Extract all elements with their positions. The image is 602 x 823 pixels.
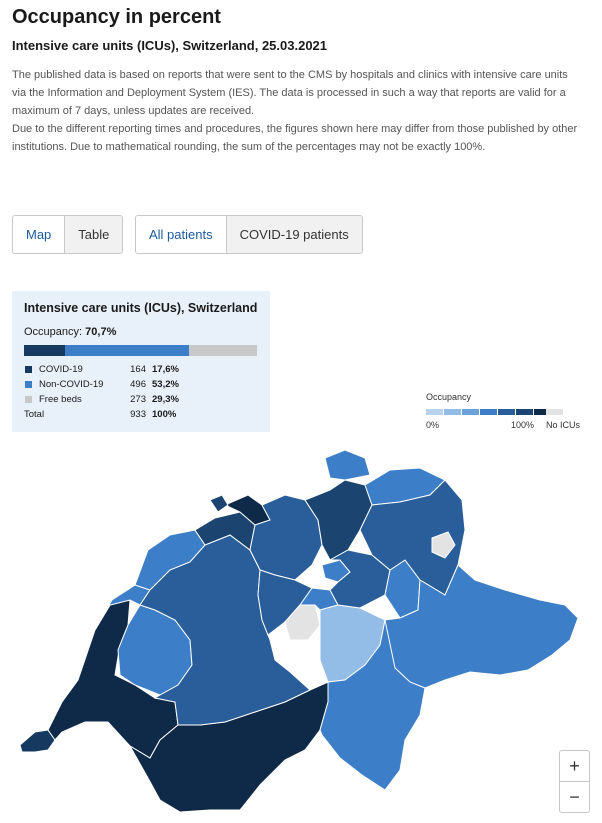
patient-toggle: All patients COVID-19 patients: [135, 215, 363, 254]
canton-schwyz[interactable]: [328, 549, 391, 609]
description: The published data is based on reports t…: [12, 66, 582, 156]
color-scale-step: [426, 409, 443, 415]
zoom-control: + −: [559, 750, 590, 813]
occupancy-label: Occupancy:: [24, 326, 83, 338]
summary-row-swatch: [25, 381, 32, 388]
summary-row-label: Non-COVID-19: [39, 379, 104, 390]
zoom-in-button[interactable]: +: [560, 751, 589, 782]
color-scale-step: [444, 409, 461, 415]
canton-basel-stadt[interactable]: [209, 494, 229, 513]
occupancy-bar-segment: [64, 345, 189, 356]
no-icu-swatch: [546, 409, 563, 415]
zoom-out-button[interactable]: −: [569, 787, 580, 807]
occupancy-value: 70,7%: [85, 326, 117, 338]
color-scale-step: [498, 409, 515, 415]
color-scale-step: [516, 409, 533, 415]
occupancy-bar-segment: [24, 345, 65, 356]
summary-row: Free beds 273 29,3%: [24, 392, 264, 407]
color-scale-step: [480, 409, 497, 415]
page-subtitle: Intensive care units (ICUs), Switzerland…: [12, 38, 328, 53]
page-title: Occupancy in percent: [12, 6, 221, 28]
summary-row-label: COVID-19: [39, 364, 83, 375]
color-scale-title: Occupancy: [426, 392, 472, 402]
color-scale-max: 100%: [511, 420, 535, 430]
summary-row-swatch: [25, 366, 32, 373]
color-scale-step: [462, 409, 479, 415]
summary-row-swatch: [25, 396, 32, 403]
view-toggle: Map Table: [12, 215, 124, 254]
all-patients-button[interactable]: All patients: [136, 216, 226, 253]
summary-row-count: 496: [130, 379, 146, 390]
summary-row: Non-COVID-19 496 53,2%: [24, 377, 264, 392]
switzerland-map: [19, 449, 579, 813]
canton-appenzell[interactable]: [431, 531, 456, 559]
covid-patients-button[interactable]: COVID-19 patients: [225, 216, 362, 253]
table-button[interactable]: Table: [64, 216, 123, 253]
description-paragraph-1: The published data is based on reports t…: [12, 69, 568, 117]
summary-total-percent: 100%: [152, 409, 177, 420]
occupancy-bar-segment: [188, 345, 258, 356]
color-scale-step: [534, 409, 551, 415]
description-paragraph-2: Due to the different reporting times and…: [12, 123, 578, 153]
summary-row-percent: 29,3%: [152, 394, 179, 405]
summary-row-percent: 53,2%: [152, 379, 179, 390]
summary-title: Intensive care units (ICUs), Switzerland: [24, 301, 258, 315]
summary-row-label: Free beds: [39, 394, 82, 405]
summary-total-count: 933: [130, 409, 146, 420]
summary-row-count: 273: [130, 394, 146, 405]
summary-total-label: Total: [24, 409, 45, 420]
summary-legend: COVID-19 164 17,6% Non-COVID-19 496 53,2% Free…: [24, 362, 264, 422]
summary-row-percent: 17,6%: [152, 364, 179, 375]
summary-panel: Intensive care units (ICUs), Switzerland…: [12, 291, 270, 432]
summary-row-count: 164: [130, 364, 146, 375]
occupancy-bar: [24, 345, 258, 356]
summary-total-row: Total 933 100%: [24, 407, 264, 422]
summary-row: COVID-19 164 17,6%: [24, 362, 264, 377]
canton-geneva[interactable]: [19, 729, 56, 753]
map-button[interactable]: Map: [13, 216, 65, 253]
color-scale-min: 0%: [426, 420, 440, 430]
canton-schaffhausen[interactable]: [324, 449, 371, 481]
canton-ticino[interactable]: [319, 619, 426, 791]
no-icu-label: No ICUs: [546, 420, 581, 430]
color-scale-bars: [426, 409, 552, 415]
occupancy-line: Occupancy: 70,7%: [24, 326, 116, 338]
